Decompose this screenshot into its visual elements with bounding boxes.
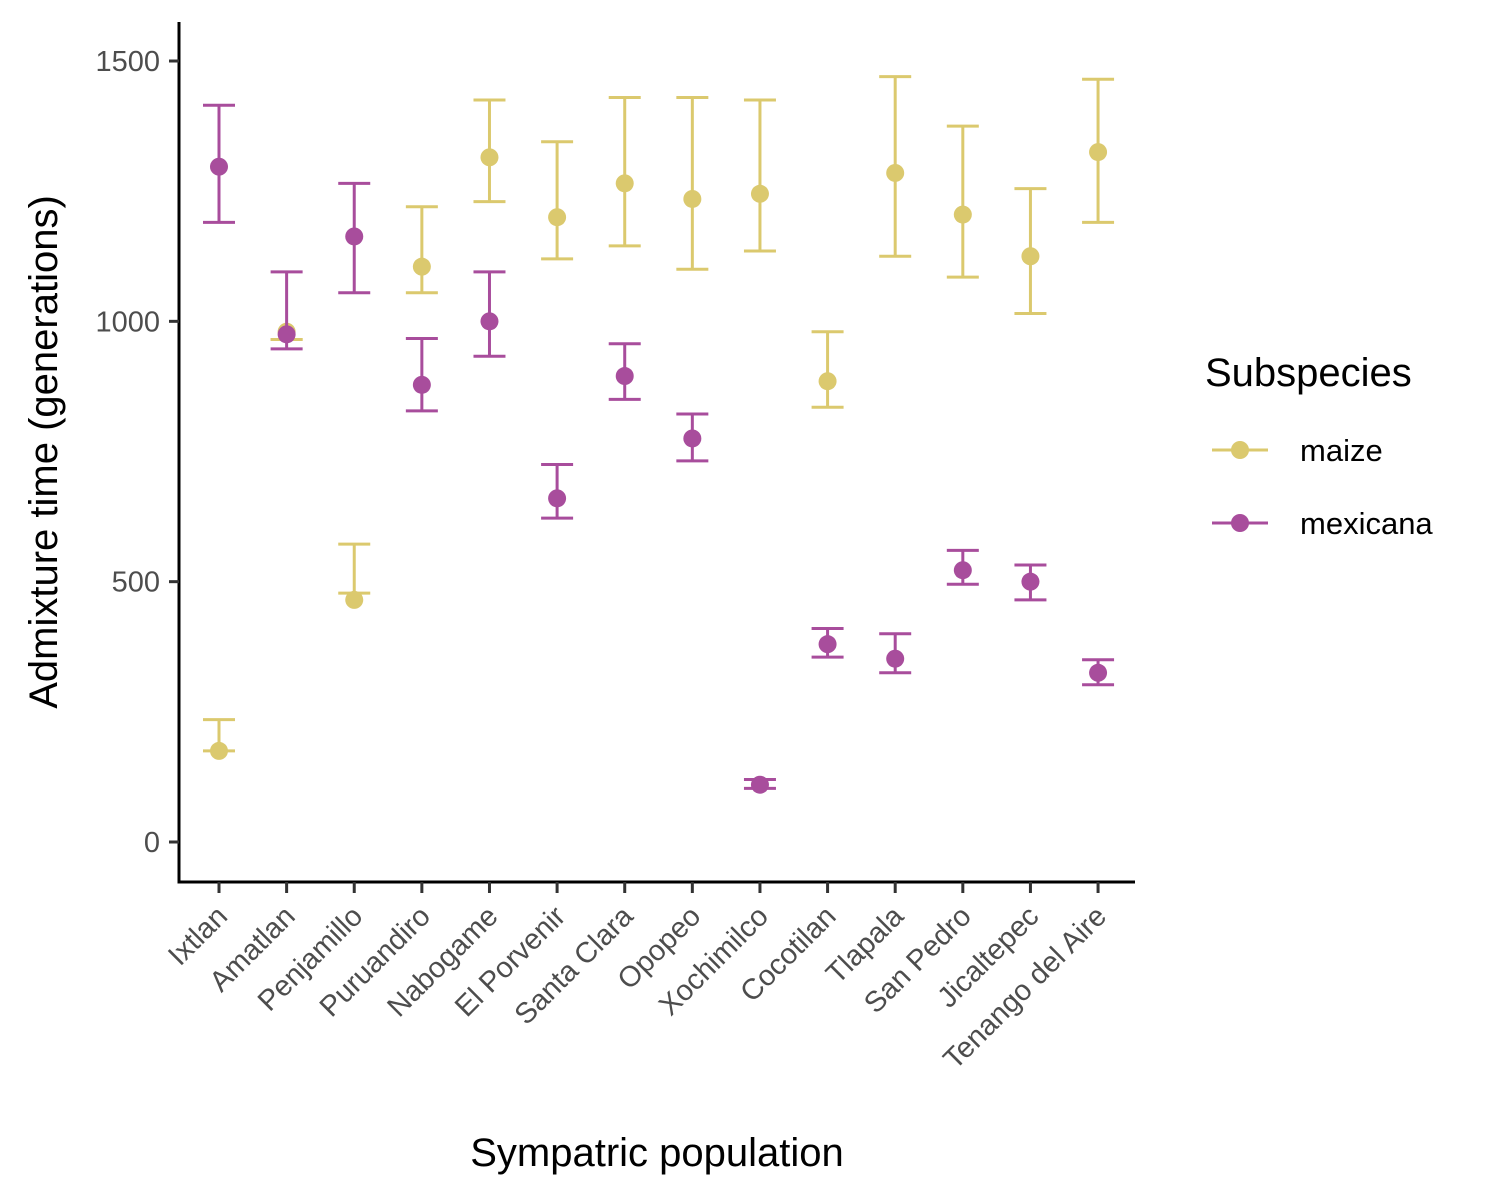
mexicana-point-cocotilan (818, 635, 837, 654)
legend-key-mexicana: mexicana (1212, 506, 1433, 541)
maize-point-tlapala (886, 163, 905, 182)
x-axis-title: Sympatric population (470, 1131, 844, 1175)
maize-point-puruandiro (412, 257, 431, 276)
legend-keys: maize mexicana (1212, 433, 1433, 541)
mexicana-point-nabogame (480, 312, 499, 331)
mexicana-point-tenango-del-aire (1089, 663, 1108, 682)
maize-errorbar (338, 542, 371, 595)
y-tick-label: 0 (144, 827, 160, 859)
maize-point-tenango-del-aire (1089, 143, 1108, 162)
maize-point-ixtlan (210, 741, 228, 760)
maize-point-san-pedro (953, 205, 972, 224)
y-tick-label: 1500 (95, 46, 160, 78)
maize-point-el-porvenir (548, 208, 567, 227)
mexicana-point-puruandiro (412, 375, 431, 394)
mexicana-point-xochimilco (750, 775, 769, 794)
maize-point-opopeo (683, 189, 702, 208)
maize-errorbar (676, 95, 709, 271)
maize-errorbar (743, 98, 776, 253)
maize-errorbar (811, 330, 844, 409)
mexicana-point-ixtlan (210, 157, 228, 176)
mexicana-point-el-porvenir (548, 489, 567, 508)
legend-label-maize: maize (1300, 433, 1383, 468)
maize-errorbar (405, 205, 438, 295)
mexicana-point-tlapala (886, 649, 905, 668)
mexicana-point-penjamillo (345, 227, 364, 246)
legend-key-point (1231, 441, 1249, 459)
axes (177, 22, 1135, 884)
maize-errorbar (946, 124, 979, 279)
mexicana-point-jicaltepec (1021, 572, 1040, 591)
x-ticks: IxtlanAmatlanPenjamilloPuruandiroNabogam… (162, 882, 1113, 1076)
legend-key-maize: maize (1212, 433, 1383, 468)
maize-point-jicaltepec (1021, 247, 1040, 266)
legend-title: Subspecies (1205, 351, 1412, 395)
maize-point-cocotilan (818, 372, 837, 391)
y-tick-label: 500 (112, 567, 160, 599)
mexicana-errorbar (405, 337, 438, 413)
maize-point-penjamillo (345, 590, 364, 609)
mexicana-point-santa-clara (615, 367, 634, 386)
mexicana-point-san-pedro (953, 561, 972, 580)
maize-point-xochimilco (750, 184, 769, 203)
legend-key-point (1231, 514, 1249, 532)
maize-point-santa-clara (615, 174, 634, 193)
y-axis-title: Admixture time (generations) (22, 195, 66, 709)
maize-errorbar (608, 95, 641, 248)
maize-errorbar (541, 140, 574, 261)
maize-point-nabogame (480, 148, 499, 167)
mexicana-point-opopeo (683, 429, 702, 448)
series-mexicana (203, 103, 1115, 794)
plot-marks (203, 75, 1115, 794)
legend-label-mexicana: mexicana (1300, 506, 1433, 541)
series-maize (203, 75, 1115, 760)
y-tick-label: 1000 (95, 306, 160, 338)
y-ticks: 0 500 1000 1500 (95, 46, 179, 859)
legend: Subspecies maize mexicana (1205, 351, 1433, 541)
mexicana-point-amatlan (277, 325, 296, 344)
